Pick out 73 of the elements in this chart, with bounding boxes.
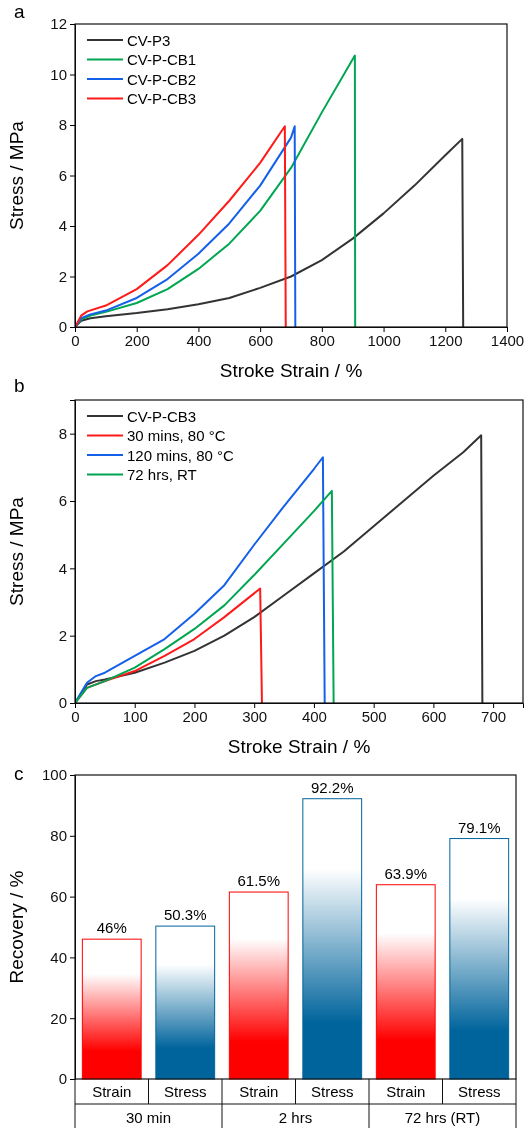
x-tick-label: 300 <box>242 707 268 725</box>
bar <box>155 925 216 1080</box>
legend-label: 30 mins, 80 °C <box>127 427 226 444</box>
y-tick-label: 2 <box>58 267 67 285</box>
legend-label: 72 hrs, RT <box>127 466 197 483</box>
text: 30 min <box>125 1109 172 1126</box>
x-tick-label: 700 <box>481 707 507 725</box>
y-tick-label: 2 <box>58 626 67 644</box>
y-tick-label: 6 <box>58 166 67 184</box>
x-axis-title: Stroke Strain / % <box>219 360 363 381</box>
legend-label: CV-P-CB1 <box>127 51 197 68</box>
y-axis-title: Stress / MPa <box>6 496 27 606</box>
y-axis-title: Stress / MPa <box>6 120 27 230</box>
x-tick-label: Strain <box>92 1083 132 1100</box>
data-label: 92.2% <box>310 778 354 796</box>
text: 72 hrs (RT) <box>404 1109 481 1126</box>
bar <box>228 891 289 1080</box>
y-tick-label: 10 <box>50 65 67 83</box>
x-tick-label: 0 <box>71 331 80 349</box>
x-tick-label: 0 <box>71 707 80 725</box>
chart-title: c <box>14 763 24 784</box>
x-tick-label: 500 <box>361 707 387 725</box>
y-tick-label: 12 <box>50 15 67 33</box>
y-tick-label: 8 <box>58 424 67 442</box>
data-label: 63.9% <box>384 864 428 882</box>
bar <box>302 798 363 1080</box>
x-axis-title: Stroke Strain / % <box>227 736 371 757</box>
legend-label: CV-P3 <box>127 31 171 49</box>
y-tick-label: 4 <box>58 559 67 577</box>
y-axis-title: Recovery / % <box>6 870 27 984</box>
bar <box>375 884 436 1080</box>
chart-title: a <box>14 1 25 22</box>
x-tick-label: 200 <box>182 707 208 725</box>
x-tick-label: 1400 <box>490 331 525 349</box>
y-tick-label: 40 <box>50 948 67 966</box>
x-tick-label: 600 <box>248 331 274 349</box>
line-series <box>75 137 465 327</box>
y-tick-label: 100 <box>41 766 67 784</box>
legend-label: CV-P-CB2 <box>127 70 197 88</box>
legend-label: 120 mins, 80 °C <box>127 446 235 464</box>
data-label: 50.3% <box>163 906 207 924</box>
y-tick-label: 0 <box>58 694 67 712</box>
x-tick-label: Strain <box>239 1083 279 1100</box>
y-tick-label: 80 <box>50 827 67 845</box>
x-tick-label: 400 <box>186 331 212 349</box>
legend-label: CV-P-CB3 <box>127 90 197 107</box>
bar <box>81 938 142 1080</box>
y-tick-label: 0 <box>58 1070 67 1088</box>
x-tick-label: 800 <box>309 331 335 349</box>
x-tick-label: Stress <box>163 1083 207 1100</box>
x-tick-label: 600 <box>421 707 447 725</box>
x-tick-label: 200 <box>124 331 150 349</box>
line-series <box>75 489 335 703</box>
x-tick-label: Stress <box>457 1083 501 1100</box>
bar <box>449 838 510 1080</box>
y-tick-label: 6 <box>58 492 67 510</box>
y-tick-label: 20 <box>50 1009 67 1027</box>
x-tick-label: Stress <box>310 1083 354 1100</box>
x-tick-label: 100 <box>122 707 148 725</box>
y-tick-label: 8 <box>58 116 67 134</box>
text: 2 hrs <box>278 1109 313 1126</box>
data-label: 46% <box>96 919 127 937</box>
chart-title: b <box>14 375 25 396</box>
data-label: 61.5% <box>237 872 281 890</box>
x-tick-label: 400 <box>301 707 327 725</box>
y-tick-label: 0 <box>58 318 67 336</box>
data-label: 79.1% <box>457 818 501 836</box>
legend-label: CV-P-CB3 <box>127 407 197 425</box>
x-tick-label: 1000 <box>367 331 401 349</box>
y-tick-label: 4 <box>58 217 67 235</box>
x-tick-label: Strain <box>386 1083 426 1100</box>
x-tick-label: 1200 <box>429 331 463 349</box>
y-tick-label: 60 <box>50 887 67 905</box>
